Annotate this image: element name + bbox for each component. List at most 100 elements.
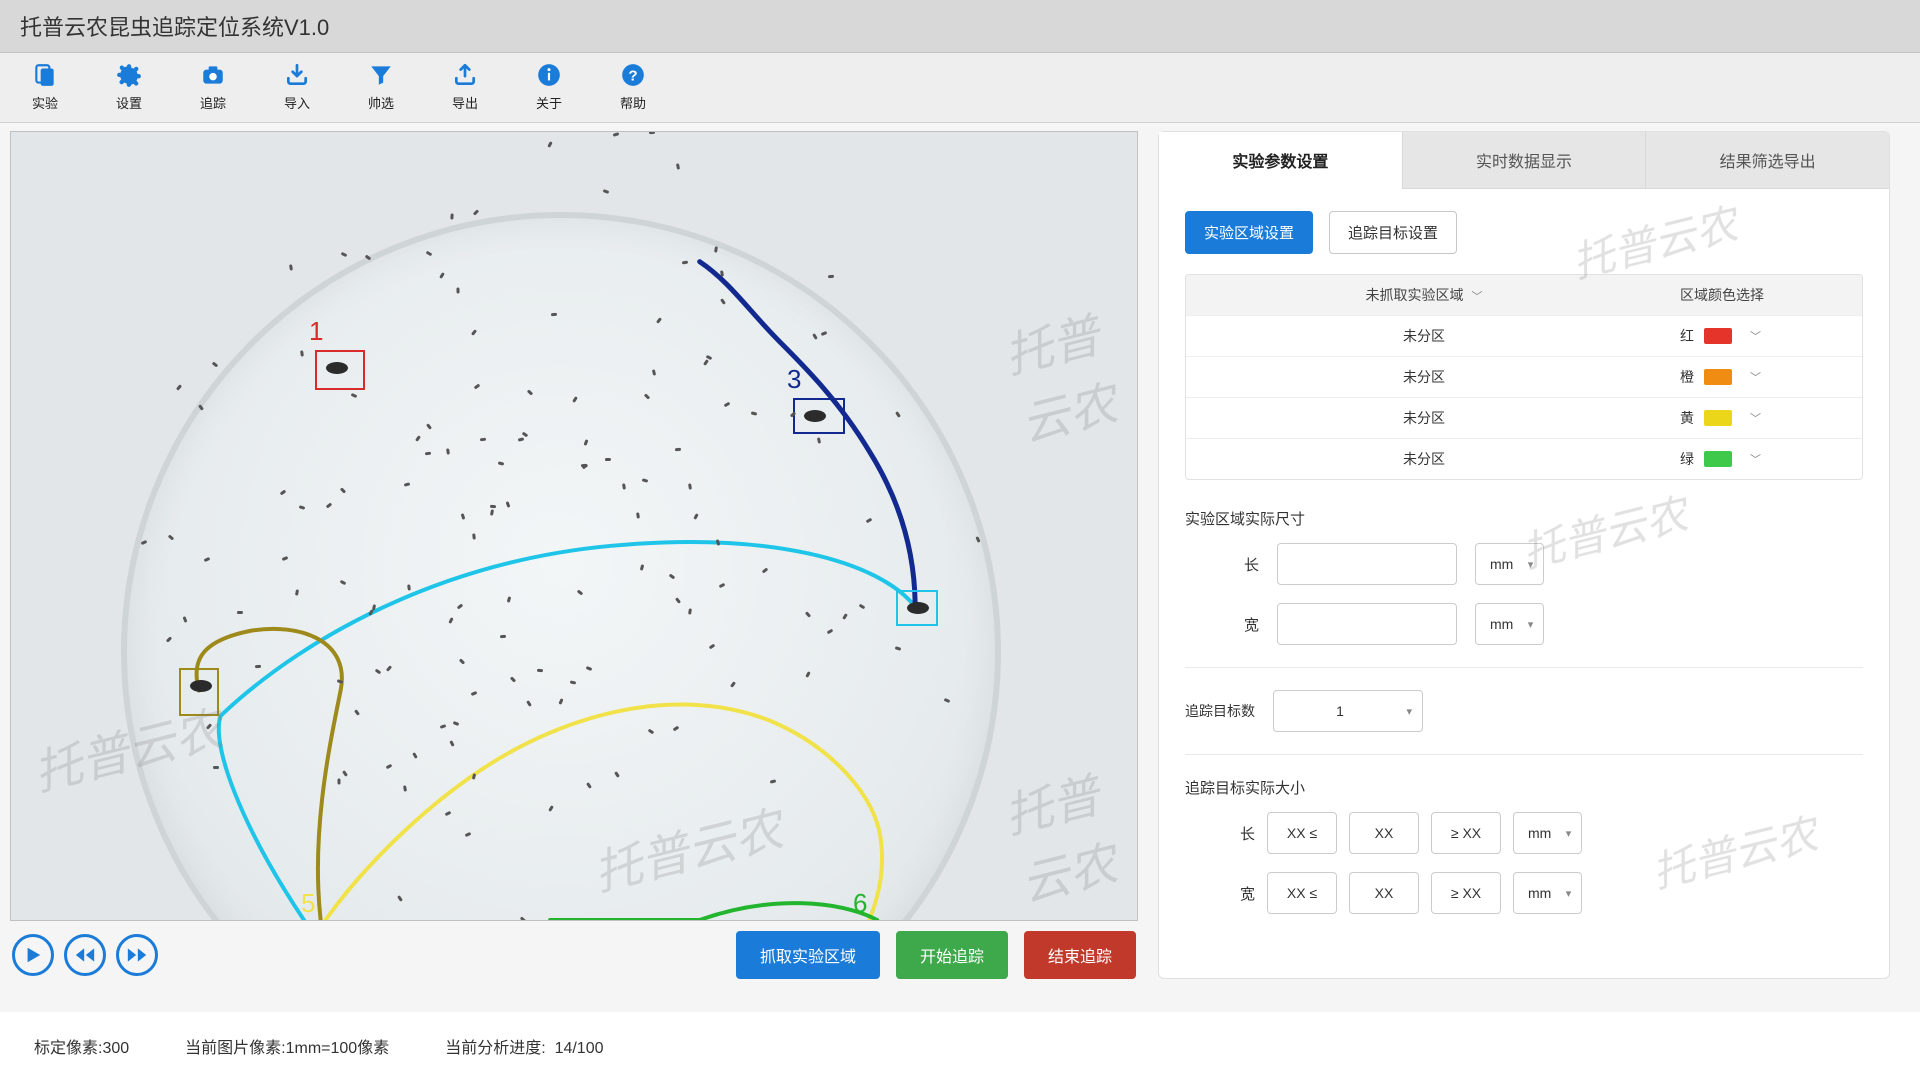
chip-target[interactable]: 追踪目标设置 xyxy=(1329,211,1457,254)
zone-color-label: 红 xyxy=(1680,326,1694,346)
target-size-row: 宽 XX ≤ XX ≥ XX mm xyxy=(1185,872,1863,914)
tab-params[interactable]: 实验参数设置 xyxy=(1159,132,1402,189)
stop-tracking-button[interactable]: 结束追踪 xyxy=(1024,931,1136,979)
tool-label: 追踪 xyxy=(200,93,226,112)
size-unit-select[interactable]: mm xyxy=(1513,872,1582,914)
zone-color-select[interactable]: 黄 xyxy=(1662,398,1862,438)
length-unit-select[interactable]: mm xyxy=(1475,543,1544,585)
zone-table-head-region[interactable]: 未抓取实验区域 xyxy=(1186,275,1662,315)
forward-icon xyxy=(127,947,147,963)
size-val[interactable]: XX xyxy=(1349,872,1419,914)
speck xyxy=(237,610,243,613)
zone-color-label: 绿 xyxy=(1680,449,1694,469)
bug-label-1: 1 xyxy=(309,316,323,347)
axis-label: 宽 xyxy=(1225,883,1255,904)
width-input[interactable] xyxy=(1277,603,1457,645)
zone-region-cell: 未分区 xyxy=(1186,316,1662,356)
width-unit-select[interactable]: mm xyxy=(1475,603,1544,645)
bug-box-3[interactable] xyxy=(793,398,845,434)
tool-track[interactable]: 追踪 xyxy=(192,61,234,112)
bug-box-1[interactable] xyxy=(315,350,365,390)
speck xyxy=(337,779,340,785)
size-max[interactable]: ≥ XX xyxy=(1431,872,1501,914)
bug-box-bug-right[interactable] xyxy=(896,590,938,626)
title-bar: 托普云农昆虫追踪定位系统V1.0 xyxy=(0,0,1920,53)
speck xyxy=(551,312,557,315)
zone-row: 未分区 绿 xyxy=(1186,438,1862,479)
bug-box-bug-left[interactable] xyxy=(179,668,219,716)
bug-icon xyxy=(804,410,826,422)
bug-icon xyxy=(907,602,929,614)
zone-region-cell: 未分区 xyxy=(1186,357,1662,397)
size-max[interactable]: ≥ XX xyxy=(1431,812,1501,854)
settings-panel: 实验参数设置实时数据显示结果筛选导出 实验区域设置追踪目标设置 未抓取实验区域 … xyxy=(1158,131,1890,979)
app-title: 托普云农昆虫追踪定位系统V1.0 xyxy=(20,15,329,40)
tool-label: 导出 xyxy=(452,93,478,112)
speck xyxy=(300,351,304,357)
zone-row: 未分区 红 xyxy=(1186,315,1862,356)
zone-color-select[interactable]: 红 xyxy=(1662,316,1862,356)
zone-color-label: 橙 xyxy=(1680,367,1694,387)
play-button[interactable] xyxy=(12,934,54,976)
bug-label-3: 3 xyxy=(787,364,801,395)
tool-label: 关于 xyxy=(536,93,562,112)
region-size-title: 实验区域实际尺寸 xyxy=(1185,508,1863,529)
calibration-px: 标定像素:300 xyxy=(34,1034,129,1058)
axis-label: 长 xyxy=(1225,823,1255,844)
zone-region-cell: 未分区 xyxy=(1186,398,1662,438)
svg-text:?: ? xyxy=(628,67,637,84)
tool-experiment[interactable]: 实验 xyxy=(24,61,66,112)
rewind-button[interactable] xyxy=(64,934,106,976)
tool-about[interactable]: 关于 xyxy=(528,61,570,112)
zone-color-select[interactable]: 橙 xyxy=(1662,357,1862,397)
export-icon xyxy=(452,61,478,89)
speck xyxy=(605,458,611,461)
tool-label: 设置 xyxy=(116,93,142,112)
zone-row: 未分区 黄 xyxy=(1186,397,1862,438)
width-label: 宽 xyxy=(1225,614,1259,635)
tool-help[interactable]: ? 帮助 xyxy=(612,61,654,112)
about-icon xyxy=(536,61,562,89)
size-min[interactable]: XX ≤ xyxy=(1267,872,1337,914)
speck xyxy=(651,369,655,376)
rewind-icon xyxy=(75,947,95,963)
experiment-icon xyxy=(32,61,58,89)
size-unit-select[interactable]: mm xyxy=(1513,812,1582,854)
target-count-label: 追踪目标数 xyxy=(1185,701,1255,721)
help-icon: ? xyxy=(620,61,646,89)
speck xyxy=(720,270,724,276)
length-input[interactable] xyxy=(1277,543,1457,585)
speck xyxy=(403,786,407,792)
size-val[interactable]: XX xyxy=(1349,812,1419,854)
tool-label: 导入 xyxy=(284,93,310,112)
zone-color-select[interactable]: 绿 xyxy=(1662,439,1862,479)
tool-export[interactable]: 导出 xyxy=(444,61,486,112)
target-size-row: 长 XX ≤ XX ≥ XX mm xyxy=(1185,812,1863,854)
tool-settings[interactable]: 设置 xyxy=(108,61,150,112)
speck xyxy=(636,512,640,518)
zone-table-head-color: 区域颜色选择 xyxy=(1662,275,1862,315)
tool-filter[interactable]: 帅选 xyxy=(360,61,402,112)
length-label: 长 xyxy=(1225,554,1259,575)
speck xyxy=(649,131,655,134)
forward-button[interactable] xyxy=(116,934,158,976)
tool-import[interactable]: 导入 xyxy=(276,61,318,112)
start-tracking-button[interactable]: 开始追踪 xyxy=(896,931,1008,979)
color-swatch xyxy=(1704,328,1732,344)
tab-live[interactable]: 实时数据显示 xyxy=(1402,132,1646,189)
capture-region-button[interactable]: 抓取实验区域 xyxy=(736,931,880,979)
size-min[interactable]: XX ≤ xyxy=(1267,812,1337,854)
chip-zone[interactable]: 实验区域设置 xyxy=(1185,211,1313,254)
video-viewport[interactable]: 1356 托普云农托普云农托普云农托普云农 xyxy=(10,131,1138,921)
bug-icon xyxy=(190,680,212,692)
color-swatch xyxy=(1704,369,1732,385)
speck xyxy=(457,288,460,294)
analysis-progress: 当前分析进度: 14/100 xyxy=(445,1034,603,1058)
target-size-title: 追踪目标实际大小 xyxy=(1185,777,1863,798)
target-count-select[interactable]: 1 xyxy=(1273,690,1423,732)
speck xyxy=(407,585,411,591)
tab-result[interactable]: 结果筛选导出 xyxy=(1645,132,1889,189)
speck xyxy=(828,275,834,278)
speck xyxy=(622,484,626,490)
zone-row: 未分区 橙 xyxy=(1186,356,1862,397)
